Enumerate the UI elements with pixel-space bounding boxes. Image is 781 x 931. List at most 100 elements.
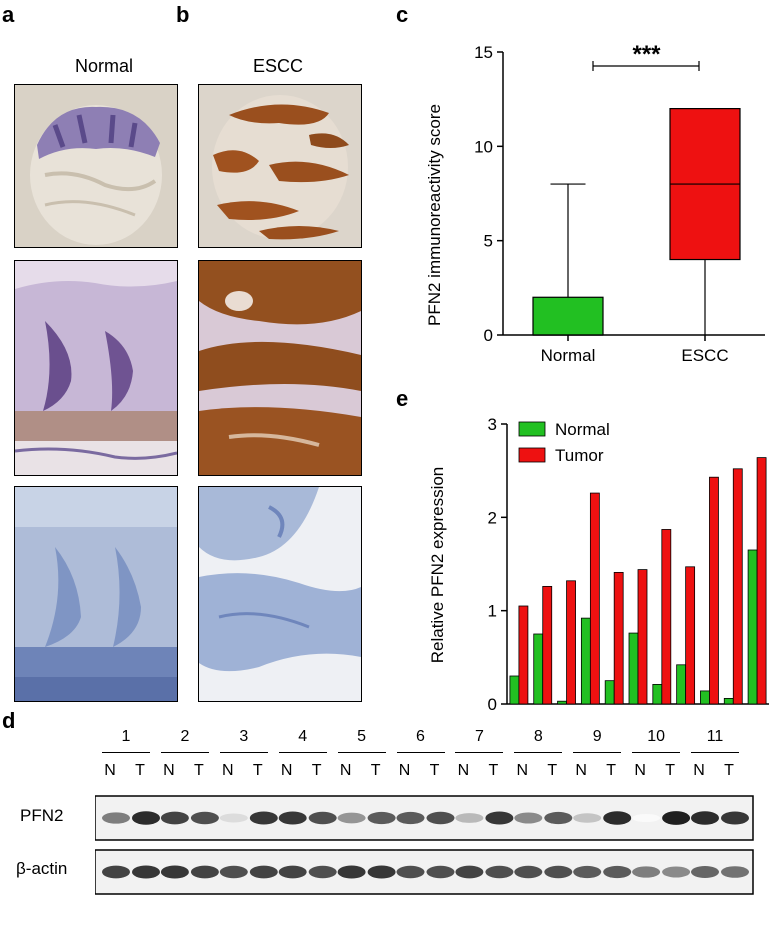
bar-tumor <box>613 571 624 705</box>
y-tick-label: 15 <box>474 43 493 62</box>
blot-tumor-label: T <box>252 762 263 779</box>
bar-normal <box>652 683 663 705</box>
panel-letter-c: c <box>396 2 409 27</box>
blot-band <box>367 865 396 879</box>
blot-lane-bracket <box>337 752 386 753</box>
blot-lane-number: 3 <box>239 728 249 745</box>
blot-lane-bracket <box>102 752 150 753</box>
bar-normal <box>580 617 591 705</box>
x-tick-label: Normal <box>541 346 596 365</box>
bar-normal <box>604 680 615 705</box>
blot-band <box>219 813 248 823</box>
legend-label: Tumor <box>555 446 604 465</box>
blot-band <box>514 812 543 824</box>
y-tick-label: 10 <box>474 137 493 156</box>
blot-lane-bracket <box>514 752 563 753</box>
micrograph-escc-negative-control <box>198 486 362 702</box>
blot-band <box>485 811 514 825</box>
blot-lane-number: 11 <box>706 728 724 745</box>
blot-band <box>662 866 691 878</box>
box-plot-chart: 0 5 10 15 Normal ESCC *** PFN2 immunoreactivi… <box>425 41 765 365</box>
y-tick-label: 0 <box>484 326 493 345</box>
blot-normal-label: N <box>222 762 234 779</box>
bar-tumor <box>661 529 672 705</box>
blot-band <box>603 865 632 879</box>
blot-tumor-label: T <box>429 762 440 779</box>
bar-normal <box>700 690 710 705</box>
blot-band <box>662 811 691 825</box>
blot-lane-number: 6 <box>416 728 425 745</box>
blot-lane-number: 2 <box>180 728 190 745</box>
blot-band <box>721 866 749 878</box>
blot-tumor-label: T <box>547 762 558 779</box>
blot-tumor-label: T <box>606 762 617 779</box>
bar-normal <box>747 549 758 705</box>
blot-band <box>632 813 661 823</box>
micrograph-normal-high-power <box>14 260 178 476</box>
blot-band <box>603 811 632 825</box>
micrograph-escc-high-power <box>198 260 362 476</box>
y-tick-label: 0 <box>488 695 497 710</box>
y-tick-label: 1 <box>488 602 497 621</box>
blot-row-label-pfn2: PFN2 <box>20 806 64 825</box>
legend-label: Normal <box>555 420 610 439</box>
blot-tumor-label: T <box>311 762 322 779</box>
blot-lane-number: 7 <box>474 728 484 745</box>
column-title-normal: Normal <box>74 56 133 76</box>
bar-tumor <box>732 468 743 705</box>
blot-band <box>132 865 160 879</box>
blot-band <box>573 865 602 879</box>
blot-lane-bracket <box>160 752 209 753</box>
bar-tumor <box>518 605 529 705</box>
blot-lane-number: 8 <box>533 728 543 745</box>
bar-tumor <box>709 476 719 705</box>
blot-lane-number: 9 <box>592 728 602 745</box>
significance-label: *** <box>632 41 661 68</box>
blot-lane-bracket <box>455 752 504 753</box>
bar-tumor <box>566 580 576 705</box>
blot-lane-bracket <box>219 752 268 753</box>
blot-band <box>308 865 337 879</box>
blot-band <box>544 811 573 825</box>
blot-normal-label: N <box>516 762 529 779</box>
blot-normal-label: N <box>280 762 293 779</box>
y-tick-label: 3 <box>488 415 497 434</box>
blot-tumor-label: T <box>488 762 499 779</box>
blot-band <box>249 865 278 879</box>
y-axis-label: PFN2 immunoreactivity score <box>425 104 444 326</box>
blot-normal-label: N <box>163 762 175 779</box>
blot-band <box>396 865 425 879</box>
blot-row-label-beta-actin: β-actin <box>16 859 68 878</box>
blot-normal-label: N <box>398 762 411 779</box>
blot-tumor-label: T <box>135 762 145 779</box>
blot-band <box>367 811 396 825</box>
blot-normal-label: N <box>634 762 646 779</box>
bar-normal <box>557 700 567 705</box>
bar-normal <box>509 675 520 705</box>
bar-normal <box>533 633 544 705</box>
bar-tumor <box>637 569 648 705</box>
bar-tumor <box>542 585 553 705</box>
blot-band <box>632 866 661 878</box>
blot-band <box>426 811 455 825</box>
micrograph-normal-negative-control <box>14 486 178 702</box>
bar-tumor <box>685 566 696 705</box>
blot-normal-label: N <box>104 762 116 779</box>
blot-band <box>132 811 160 825</box>
blot-band <box>721 811 749 825</box>
blot-normal-label: N <box>339 762 352 779</box>
blot-band <box>691 811 719 825</box>
blot-normal-label: N <box>457 762 470 779</box>
blot-lane-bracket <box>573 752 622 753</box>
y-tick-label: 2 <box>488 508 497 527</box>
box-normal <box>532 296 604 336</box>
bar-tumor <box>589 492 600 705</box>
legend-swatch <box>518 447 546 463</box>
blot-band <box>190 811 219 825</box>
blot-band <box>485 865 514 879</box>
blot-lane-number: 5 <box>357 728 367 745</box>
blot-band <box>573 813 602 823</box>
blot-band <box>455 865 484 879</box>
blot-lane-bracket <box>396 752 445 753</box>
